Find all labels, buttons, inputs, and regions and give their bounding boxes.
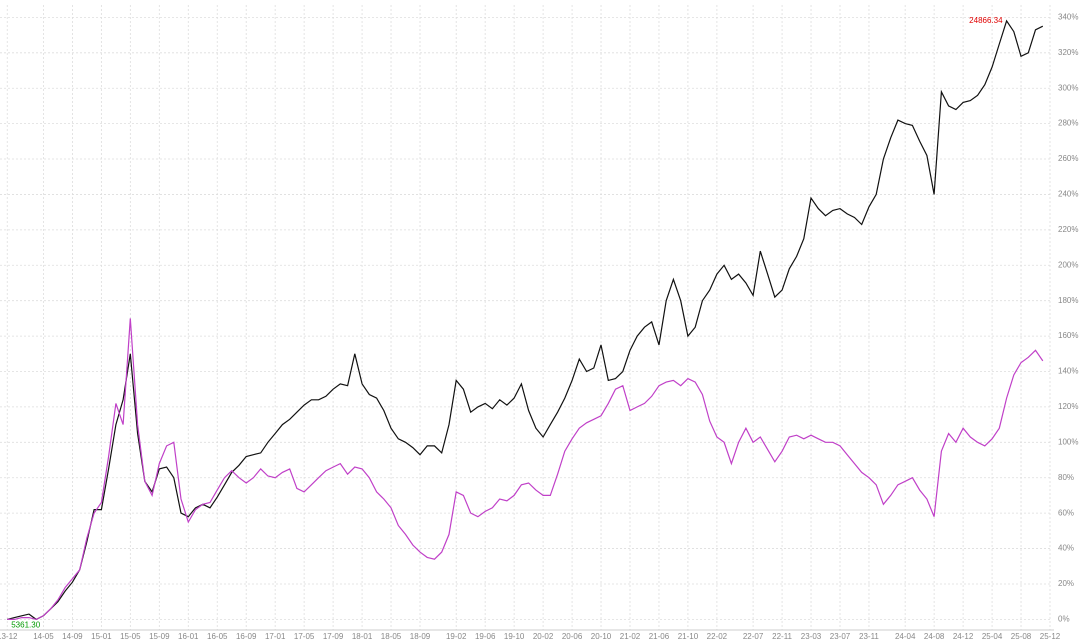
x-tick-label: 16-05 [207, 632, 228, 641]
y-tick-label: 180% [1058, 296, 1078, 305]
x-tick-label: 18-09 [410, 632, 431, 641]
x-tick-label: 25-12 [1040, 632, 1061, 641]
series-line [7, 19, 1044, 621]
y-tick-label: 260% [1058, 154, 1078, 163]
y-tick-label: 60% [1058, 508, 1074, 517]
x-tick-label: 19-02 [446, 632, 467, 641]
x-tick-label: 15-05 [120, 632, 141, 641]
y-tick-label: 80% [1058, 473, 1074, 482]
x-tick-label: 20-06 [562, 632, 583, 641]
x-tick-label: 19-06 [475, 632, 496, 641]
y-tick-label: 280% [1058, 119, 1078, 128]
y-tick-label: 220% [1058, 225, 1078, 234]
x-tick-label: 16-01 [178, 632, 199, 641]
x-tick-label: 22-02 [707, 632, 728, 641]
y-tick-label: 200% [1058, 260, 1078, 269]
y-tick-label: 20% [1058, 579, 1074, 588]
x-tick-label: 15-09 [149, 632, 170, 641]
x-tick-label: 18-05 [381, 632, 402, 641]
y-tick-label: 0% [1058, 614, 1070, 623]
x-tick-label: 21-10 [678, 632, 699, 641]
x-tick-label: 19-10 [504, 632, 525, 641]
x-tick-label: 22-07 [743, 632, 764, 641]
x-tick-label: 17-05 [294, 632, 315, 641]
x-tick-label: 24-12 [953, 632, 974, 641]
x-tick-label: 17-09 [323, 632, 344, 641]
x-tick-label: 14-05 [33, 632, 54, 641]
x-tick-label: 23-07 [830, 632, 851, 641]
y-tick-label: 140% [1058, 367, 1078, 376]
x-tick-label: 23-11 [859, 632, 879, 641]
x-tick-label: 14-09 [62, 632, 83, 641]
x-tick-label: 23-03 [801, 632, 822, 641]
x-tick-label: 24-08 [924, 632, 945, 641]
x-tick-label: 18-01 [352, 632, 373, 641]
x-tick-label: 22-11 [772, 632, 792, 641]
y-tick-label: 160% [1058, 331, 1078, 340]
x-tick-label: 20-10 [591, 632, 612, 641]
annotation: 5361.30 [11, 620, 40, 629]
x-tick-label: 16-09 [236, 632, 257, 641]
y-tick-label: 340% [1058, 13, 1078, 22]
x-tick-label: 21-06 [649, 632, 670, 641]
x-tick-label: 17-01 [265, 632, 286, 641]
y-tick-label: 300% [1058, 83, 1078, 92]
x-tick-label: 20-02 [533, 632, 554, 641]
x-tick-label: 15-01 [91, 632, 112, 641]
annotation: 24866.34 [969, 16, 1003, 25]
y-tick-label: 120% [1058, 402, 1078, 411]
y-tick-label: 240% [1058, 190, 1078, 199]
x-tick-label: 25-08 [1011, 632, 1032, 641]
series-line [7, 318, 1044, 621]
y-tick-label: 100% [1058, 437, 1078, 446]
x-tick-label: 21-02 [620, 632, 641, 641]
x-tick-label: 13-12 [0, 632, 18, 641]
y-tick-label: 40% [1058, 544, 1074, 553]
x-tick-label: 24-04 [895, 632, 916, 641]
y-tick-label: 320% [1058, 48, 1078, 57]
x-tick-label: 25-04 [982, 632, 1003, 641]
